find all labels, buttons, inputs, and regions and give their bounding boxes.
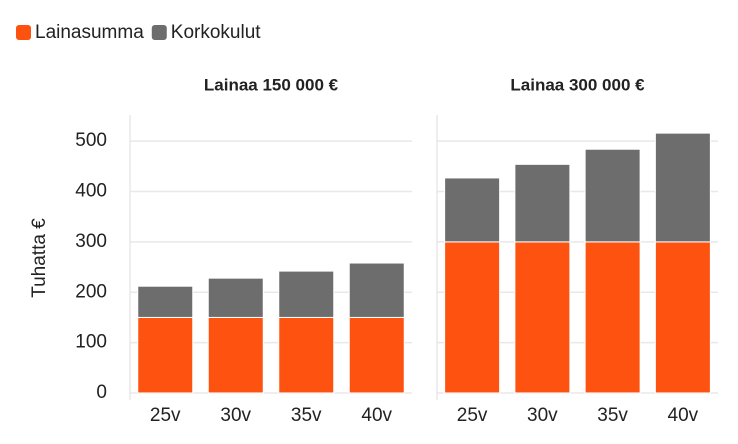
- y-tick-label: 100: [75, 332, 107, 353]
- bar-segment: [137, 316, 194, 394]
- y-tick-label: 0: [96, 382, 107, 403]
- legend-label: Korkokulut: [171, 22, 261, 43]
- bar-segment: [207, 316, 264, 394]
- x-tick-label: 30v: [527, 405, 558, 426]
- bar-segment: [348, 262, 405, 318]
- bar-segment: [654, 241, 711, 394]
- bar-segment: [654, 132, 711, 243]
- bar-segment: [348, 316, 405, 394]
- y-axis-label: Tuhatta €: [29, 218, 50, 298]
- x-tick-label: 35v: [597, 405, 628, 426]
- x-tick-label: 40v: [668, 405, 699, 426]
- facet-title: Lainaa 150 000 €: [204, 75, 339, 94]
- x-tick-label: 40v: [361, 405, 392, 426]
- legend-label: Lainasumma: [35, 22, 144, 43]
- y-tick-label: 500: [75, 130, 107, 151]
- bar-segment: [278, 270, 335, 318]
- y-tick-label: 400: [75, 181, 107, 202]
- bar-segment: [584, 148, 641, 243]
- legend-swatch: [16, 25, 31, 40]
- x-tick-label: 25v: [457, 405, 488, 426]
- bar-segment: [137, 285, 194, 318]
- x-tick-label: 35v: [291, 405, 322, 426]
- bar-segment: [514, 163, 571, 243]
- bar-segment: [207, 277, 264, 318]
- x-tick-label: 30v: [220, 405, 251, 426]
- x-tick-label: 25v: [150, 405, 181, 426]
- facet-title: Lainaa 300 000 €: [510, 75, 645, 94]
- bar-segment: [444, 241, 501, 394]
- legend-swatch: [151, 25, 167, 40]
- y-tick-label: 300: [75, 231, 107, 252]
- bar-segment: [278, 316, 335, 394]
- y-tick-label: 200: [75, 281, 107, 302]
- bar-segment: [584, 241, 641, 394]
- bar-segment: [514, 241, 571, 394]
- bar-segment: [444, 177, 501, 243]
